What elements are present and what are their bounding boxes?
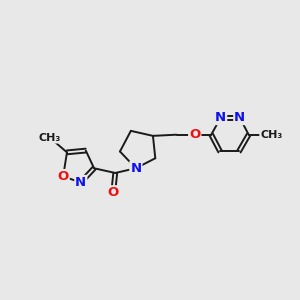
- Text: O: O: [108, 186, 119, 199]
- Text: N: N: [75, 176, 86, 189]
- Text: CH₃: CH₃: [39, 133, 61, 142]
- Text: N: N: [130, 162, 141, 175]
- Text: N: N: [215, 111, 226, 124]
- Text: O: O: [189, 128, 200, 141]
- Text: N: N: [234, 111, 245, 124]
- Text: O: O: [58, 170, 69, 183]
- Text: CH₃: CH₃: [260, 130, 282, 140]
